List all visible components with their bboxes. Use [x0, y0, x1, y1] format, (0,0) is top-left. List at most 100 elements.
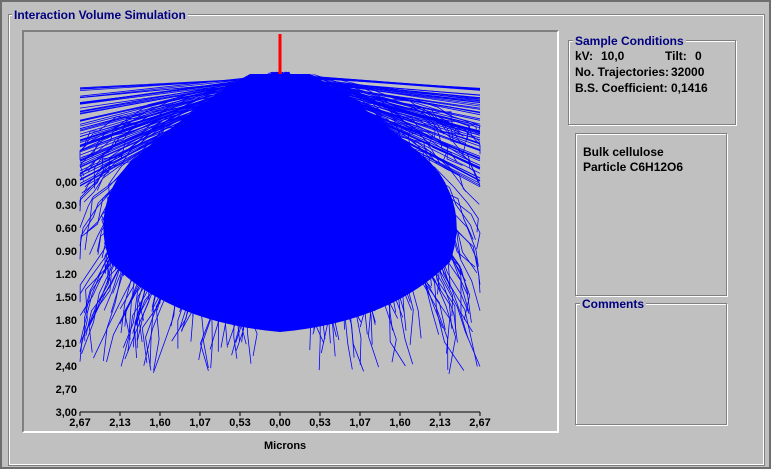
backscatter-line [79, 74, 281, 131]
trajectory-line [278, 79, 322, 179]
backscatter-line [276, 77, 481, 188]
y-tick-label: 1.50 [56, 292, 77, 304]
simulation-group [8, 14, 765, 466]
x-tick-label: 2,13 [109, 417, 130, 429]
tilt-label: Tilt: [665, 49, 687, 63]
trajectory-line [279, 77, 426, 232]
y-tick-label: 2,40 [56, 361, 77, 373]
x-tick-label: 1,07 [349, 417, 370, 429]
backscatter-line [79, 79, 280, 177]
backscatter-line [79, 75, 282, 98]
backscatter-line [275, 79, 481, 184]
trajectory-line [272, 74, 414, 345]
backscatter-line [282, 77, 481, 181]
backscatter-line [79, 75, 279, 135]
trajectory-line [179, 77, 273, 312]
x-tick-label: 1,60 [389, 417, 410, 429]
description-box: Bulk cellulose Particle C6H12O6 [575, 133, 727, 296]
trajectories-label: No. Trajectories: [575, 65, 670, 79]
comments-title: Comments [580, 297, 647, 311]
backscatter-line [79, 79, 276, 164]
trajectory-line [111, 76, 287, 266]
trajectory-line [287, 77, 442, 291]
y-tick-label: 0.90 [56, 246, 77, 258]
trajectory-cloud [79, 71, 481, 374]
backscatter-line [281, 78, 481, 162]
trajectory-line [135, 78, 289, 200]
x-tick-label: 1,07 [189, 417, 210, 429]
x-tick-label: 2,67 [469, 417, 490, 429]
trajectory-line [186, 75, 271, 273]
description-line-2: Particle C6H12O6 [583, 160, 684, 174]
trajectory-line [105, 74, 275, 281]
y-tick-label: 3,00 [56, 407, 77, 419]
backscatter-line [274, 77, 481, 96]
trajectory-line [196, 79, 281, 268]
x-tick-label: 0,53 [309, 417, 330, 429]
trajectory-line [253, 79, 283, 313]
trajectory-line [270, 77, 376, 323]
x-tick-label: 0,53 [229, 417, 250, 429]
plot-panel: 0,00 0.30 0.60 0.90 1.20 1.50 1.80 2,10 2,40 2,70… [22, 30, 559, 433]
trajectory-plot: 0,00 0.30 0.60 0.90 1.20 1.50 1.80 2,10 2,40 2,70… [56, 34, 491, 429]
backscatter-line [275, 76, 481, 152]
trajectory-line [142, 78, 288, 234]
y-tick-label: 1.80 [56, 315, 77, 327]
trajectory-line [278, 73, 321, 274]
backscatter-line [275, 78, 481, 136]
y-tick-label: 2,10 [56, 338, 77, 350]
trajectory-line [272, 74, 319, 291]
y-tick-label: 0.30 [56, 200, 77, 212]
backscatter-line [276, 74, 481, 182]
backscatter-line [284, 75, 481, 151]
trajectory-line [276, 79, 457, 334]
trajectory-line [284, 78, 310, 303]
trajectory-line [286, 76, 323, 280]
trajectory-line [285, 72, 432, 289]
trajectory-line [79, 75, 290, 352]
trajectory-line [275, 74, 414, 365]
trajectory-line [232, 78, 290, 155]
trajectory-line [286, 78, 337, 337]
y-tick-label: 1.20 [56, 269, 77, 281]
trajectory-line [145, 78, 283, 194]
trajectory-line [251, 76, 283, 329]
trajectory-line [282, 73, 384, 262]
backscatter-line [280, 78, 481, 113]
trajectory-line [214, 78, 276, 277]
sample-conditions-title: Sample Conditions [573, 34, 686, 48]
trajectory-line [231, 75, 286, 356]
trajectory-line [229, 73, 284, 280]
trajectory-line [181, 73, 284, 331]
trajectory-line [209, 73, 271, 304]
y-tick-label: 0.60 [56, 223, 77, 235]
backscatter-line [280, 76, 481, 145]
trajectory-line [279, 78, 451, 287]
backscatter-line [281, 78, 481, 102]
x-tick-label: 0,00 [269, 417, 290, 429]
trajectory-line [270, 73, 412, 311]
bs-coefficient-value: 0,1416 [671, 81, 708, 95]
y-tick-label: 2,70 [56, 384, 77, 396]
trajectory-line [277, 77, 344, 314]
trajectory-line [190, 78, 289, 208]
backscatter-line [276, 78, 481, 104]
trajectory-line [207, 76, 282, 192]
trajectory-line [275, 75, 451, 354]
backscatter-line [280, 76, 481, 107]
comments-box[interactable]: Comments [575, 297, 727, 425]
trajectory-line [284, 72, 478, 367]
backscatter-line [79, 75, 280, 112]
window-title: Interaction Volume Simulation [12, 8, 188, 22]
trajectory-line [271, 76, 440, 335]
backscatter-line [284, 73, 481, 90]
backscatter-line [79, 74, 276, 125]
backscatter-line [79, 77, 285, 114]
backscatter-line [281, 78, 481, 157]
trajectory-line [156, 76, 280, 221]
backscatter-line [79, 75, 279, 186]
backscatter-line [79, 73, 284, 97]
trajectory-line [115, 77, 287, 271]
trajectory-line [273, 78, 472, 323]
